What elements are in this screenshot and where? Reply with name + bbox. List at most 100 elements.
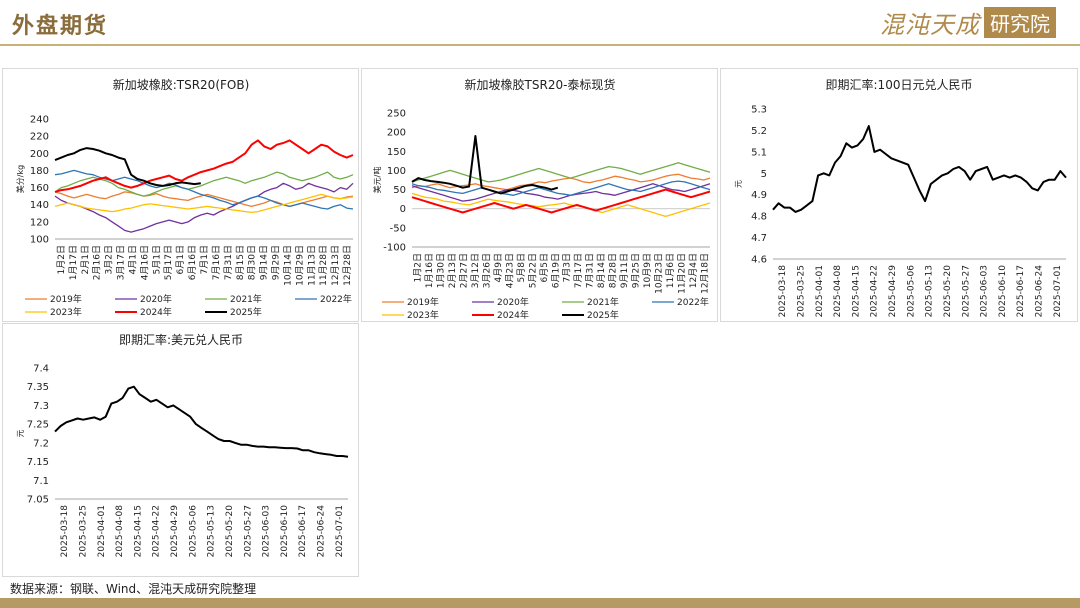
- legend-label-2025: 2025年: [587, 309, 619, 321]
- legend-label-2020: 2020年: [140, 293, 172, 305]
- x-tick-label: 7月17日: [573, 253, 584, 288]
- page-title: 外盘期货: [12, 13, 109, 39]
- x-tick-label: 2025-05-20: [943, 265, 953, 318]
- legend-label-2023: 2023年: [50, 306, 82, 318]
- chart-title: 即期汇率:美元兑人民币: [119, 332, 243, 347]
- x-tick-label: 2025-04-01: [815, 265, 825, 317]
- x-tick-label: 5月1日: [151, 245, 162, 274]
- y-tick-label: 7.4: [33, 364, 49, 375]
- y-tick-label: 140: [30, 200, 49, 211]
- chart-panel-usd-cny: 即期汇率:美元兑人民币元 7.05 7.1 7.15 7.2 7.25 7.3 7.35 7.4…: [2, 323, 359, 577]
- y-tick-label: 4.9: [751, 190, 767, 201]
- x-tick-label: 2025-04-01: [97, 505, 107, 557]
- x-tick-label: 7月31日: [585, 253, 596, 288]
- x-tick-label: 11月28日: [318, 245, 329, 286]
- x-tick-label: 11月20日: [676, 253, 687, 294]
- x-tick-label: 8月30日: [247, 245, 258, 280]
- x-tick-label: 11月13日: [306, 245, 317, 286]
- x-tick-label: 12月18日: [699, 253, 710, 294]
- y-tick-label: 4.7: [751, 233, 767, 244]
- x-tick-label: 2025-06-10: [998, 265, 1008, 318]
- x-tick-label: 1月2日: [56, 245, 67, 274]
- x-tick-label: 4月9日: [493, 253, 504, 282]
- x-tick-label: 2025-03-18: [778, 265, 788, 318]
- x-tick-label: 2025-06-03: [980, 265, 990, 317]
- x-tick-label: 6月1日: [175, 245, 186, 274]
- x-tick-label: 2月1日: [80, 245, 91, 274]
- x-tick-label: 2025-04-29: [888, 265, 898, 318]
- x-tick-label: 9月11日: [619, 253, 630, 288]
- legend-label-2025: 2025年: [230, 306, 262, 318]
- y-axis-label: 元: [16, 430, 25, 438]
- y-tick-label: 5.2: [751, 126, 767, 137]
- legend-label-2022: 2022年: [677, 296, 709, 308]
- chart-panel-tsr20-fob: 新加坡橡胶:TSR20(FOB) 美分/kg 100 120 140 160 180 200 2…: [2, 68, 359, 322]
- series-line-2019: [411, 173, 711, 191]
- x-tick-label: 4月16日: [139, 245, 150, 280]
- y-tick-label: 250: [387, 109, 406, 120]
- x-tick-label: 7月31日: [223, 245, 234, 280]
- y-axis-label: 美元/吨: [372, 167, 382, 194]
- legend-label-2019: 2019年: [50, 293, 82, 305]
- chart-panel-jpy-cny: 即期汇率:100日元兑人民币元 4.6 4.7 4.8 4.9 5 5.1 5.2 5.3 202…: [720, 68, 1078, 322]
- x-tick-label: 2025-05-06: [188, 505, 198, 558]
- y-axis-label: 元: [734, 180, 743, 188]
- x-tick-label: 2025-05-13: [925, 265, 935, 317]
- y-tick-label: 180: [30, 166, 49, 177]
- series-line-2022: [411, 180, 711, 196]
- series-line-2025: [411, 135, 559, 195]
- chart-panel-tsr20-spread: 新加坡橡胶TSR20-泰标现货 美元/吨 -100 -50 0 50 100 150 200 25…: [361, 68, 718, 322]
- series-line-2025: [54, 147, 201, 187]
- x-tick-label: 1月17日: [68, 245, 79, 280]
- x-tick-label: 8月15日: [235, 245, 246, 280]
- y-tick-label: 7.3: [33, 401, 49, 412]
- footer-bar: [0, 598, 1080, 608]
- x-tick-label: 2025-04-22: [152, 505, 162, 557]
- x-tick-label: 8月28日: [608, 253, 619, 288]
- x-tick-label: 3月26日: [482, 253, 493, 288]
- x-tick-label: 2月16日: [92, 245, 103, 280]
- y-tick-label: 150: [387, 147, 406, 158]
- x-tick-label: 8月14日: [596, 253, 607, 288]
- x-tick-label: 2025-04-08: [115, 505, 125, 558]
- x-tick-label: 5月8日: [516, 253, 527, 282]
- series-line-2023: [411, 192, 711, 218]
- x-tick-label: 2025-05-06: [906, 265, 916, 318]
- y-tick-label: -50: [390, 223, 406, 234]
- x-tick-label: 4月23日: [504, 253, 515, 288]
- y-tick-label: 200: [30, 149, 49, 160]
- x-tick-label: 2025-04-29: [170, 505, 180, 558]
- chart-title: 新加坡橡胶:TSR20(FOB): [113, 77, 250, 92]
- legend-label-2021: 2021年: [587, 296, 619, 308]
- y-tick-label: 100: [387, 166, 406, 177]
- x-tick-label: 9月25日: [631, 253, 642, 288]
- x-tick-label: 12月4日: [688, 253, 699, 288]
- y-tick-label: 220: [30, 132, 49, 143]
- x-tick-label: 12月28日: [342, 245, 353, 286]
- y-axis-label: 美分/kg: [15, 165, 25, 193]
- x-tick-label: 10月23日: [653, 253, 664, 294]
- x-tick-label: 2025-03-18: [60, 505, 70, 558]
- y-tick-label: 7.05: [27, 495, 49, 506]
- y-tick-label: 0: [400, 204, 406, 215]
- x-tick-label: 9月29日: [271, 245, 282, 280]
- header-divider: [0, 44, 1080, 46]
- x-tick-label: 2025-06-24: [1035, 265, 1045, 318]
- series-line-2024: [54, 139, 354, 193]
- x-tick-label: 2025-03-25: [796, 265, 806, 317]
- x-tick-label: 2025-06-03: [262, 505, 272, 557]
- x-tick-label: 2025-05-27: [243, 505, 253, 557]
- x-tick-label: 2025-06-17: [298, 505, 308, 557]
- x-tick-label: 2025-03-25: [78, 505, 88, 557]
- x-tick-label: 2025-04-08: [833, 265, 843, 318]
- y-tick-label: 50: [393, 185, 406, 196]
- series-line-single: [54, 385, 349, 458]
- y-tick-label: 4.6: [751, 255, 767, 266]
- series-line-2021: [54, 171, 354, 197]
- logo-box: 研究院: [984, 6, 1056, 38]
- x-tick-label: 2025-06-17: [1016, 265, 1026, 317]
- x-tick-label: 5月22日: [527, 253, 538, 288]
- x-tick-label: 9月14日: [259, 245, 270, 280]
